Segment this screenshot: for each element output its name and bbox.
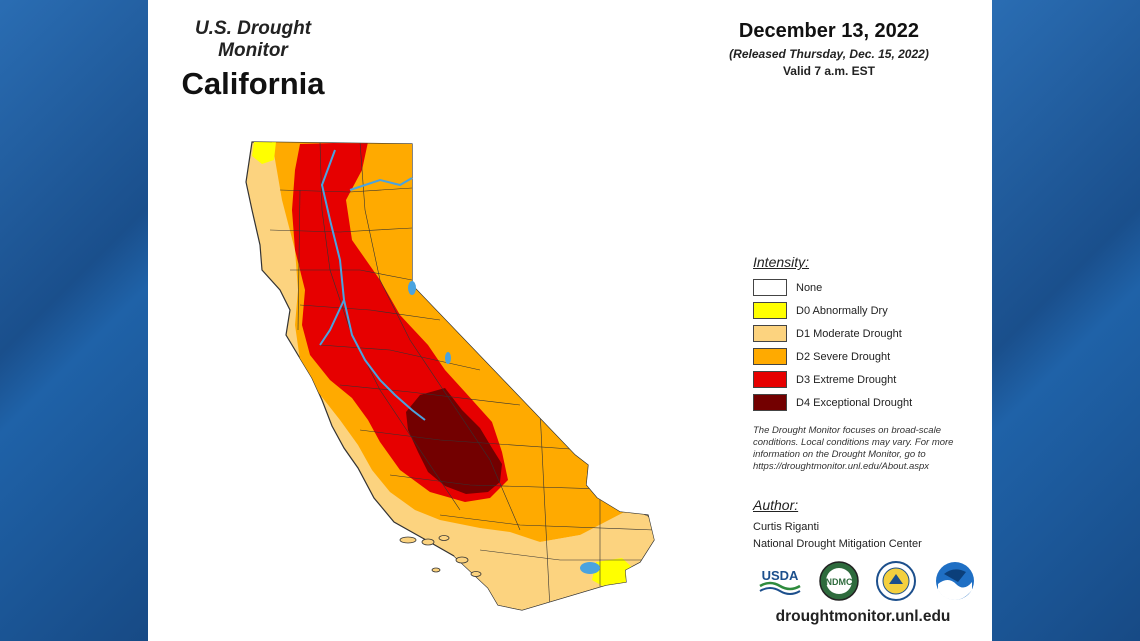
map-date: December 13, 2022 (738, 20, 920, 42)
d0-northwest (252, 142, 276, 164)
legend-label-d0: D0 Abnormally Dry (796, 304, 888, 317)
monitor-title: U.S. Drought Monitor (194, 18, 312, 61)
salton-sea (580, 562, 600, 574)
legend-swatch-d3 (753, 371, 787, 388)
mono-lake (445, 352, 451, 364)
author-org: National Drought Mitigation Center (753, 538, 922, 550)
california-drought-map (245, 141, 655, 611)
usda-logo: USDA (759, 568, 801, 595)
ndmc-logo: NDMC (819, 561, 859, 601)
legend-label-d4: D4 Exceptional Drought (796, 396, 913, 409)
noaa-logo (936, 562, 974, 600)
legend-item-d3: D3 Extreme Drought (753, 368, 993, 391)
legend-swatch-d0 (753, 302, 787, 319)
legend-item-none: None (753, 276, 993, 299)
title-block: U.S. Drought Monitor California (158, 18, 348, 102)
legend-title: Intensity: (753, 254, 810, 270)
date-block: December 13, 2022 (Released Thursday, De… (700, 20, 958, 78)
drought-monitor-note: The Drought Monitor focuses on broad-sca… (753, 425, 954, 472)
release-date: (Released Thursday, Dec. 15, 2022) (729, 47, 929, 61)
legend-item-d0: D0 Abnormally Dry (753, 299, 993, 322)
author-name: Curtis Riganti (753, 521, 820, 533)
author-title: Author: (753, 497, 799, 513)
legend-label-d2: D2 Severe Drought (796, 350, 891, 363)
legend-swatch-none (753, 279, 787, 296)
legend-label-none: None (796, 281, 823, 294)
intensity-legend: Intensity: None D0 Abnormally Dry D1 Mod… (753, 254, 993, 414)
lake-tahoe (408, 281, 416, 295)
channel-islands (399, 535, 482, 577)
rivers (319, 149, 426, 421)
svg-text:USDA: USDA (762, 568, 799, 583)
legend-swatch-d2 (753, 348, 787, 365)
legend-swatch-d1 (753, 325, 787, 342)
background-right (992, 0, 1140, 641)
legend-item-d4: D4 Exceptional Drought (753, 391, 993, 414)
valid-time: Valid 7 a.m. EST (782, 64, 876, 78)
state-title: California (181, 66, 325, 101)
legend-label-d1: D1 Moderate Drought (796, 327, 902, 340)
site-url[interactable]: droughtmonitor.unl.edu (775, 608, 951, 625)
legend-swatch-d4 (753, 394, 787, 411)
agency-logos: USDA NDMC (758, 560, 983, 602)
legend-item-d2: D2 Severe Drought (753, 345, 993, 368)
doc-seal-logo (876, 561, 916, 601)
background-left (0, 0, 148, 641)
county-lines (269, 142, 654, 610)
author-block: Author: Curtis Riganti National Drought … (753, 497, 983, 553)
legend-label-d3: D3 Extreme Drought (796, 373, 897, 386)
legend-item-d1: D1 Moderate Drought (753, 322, 993, 345)
d0-southeast (592, 558, 635, 588)
d2-region (272, 142, 632, 542)
svg-text:NDMC: NDMC (826, 577, 853, 587)
